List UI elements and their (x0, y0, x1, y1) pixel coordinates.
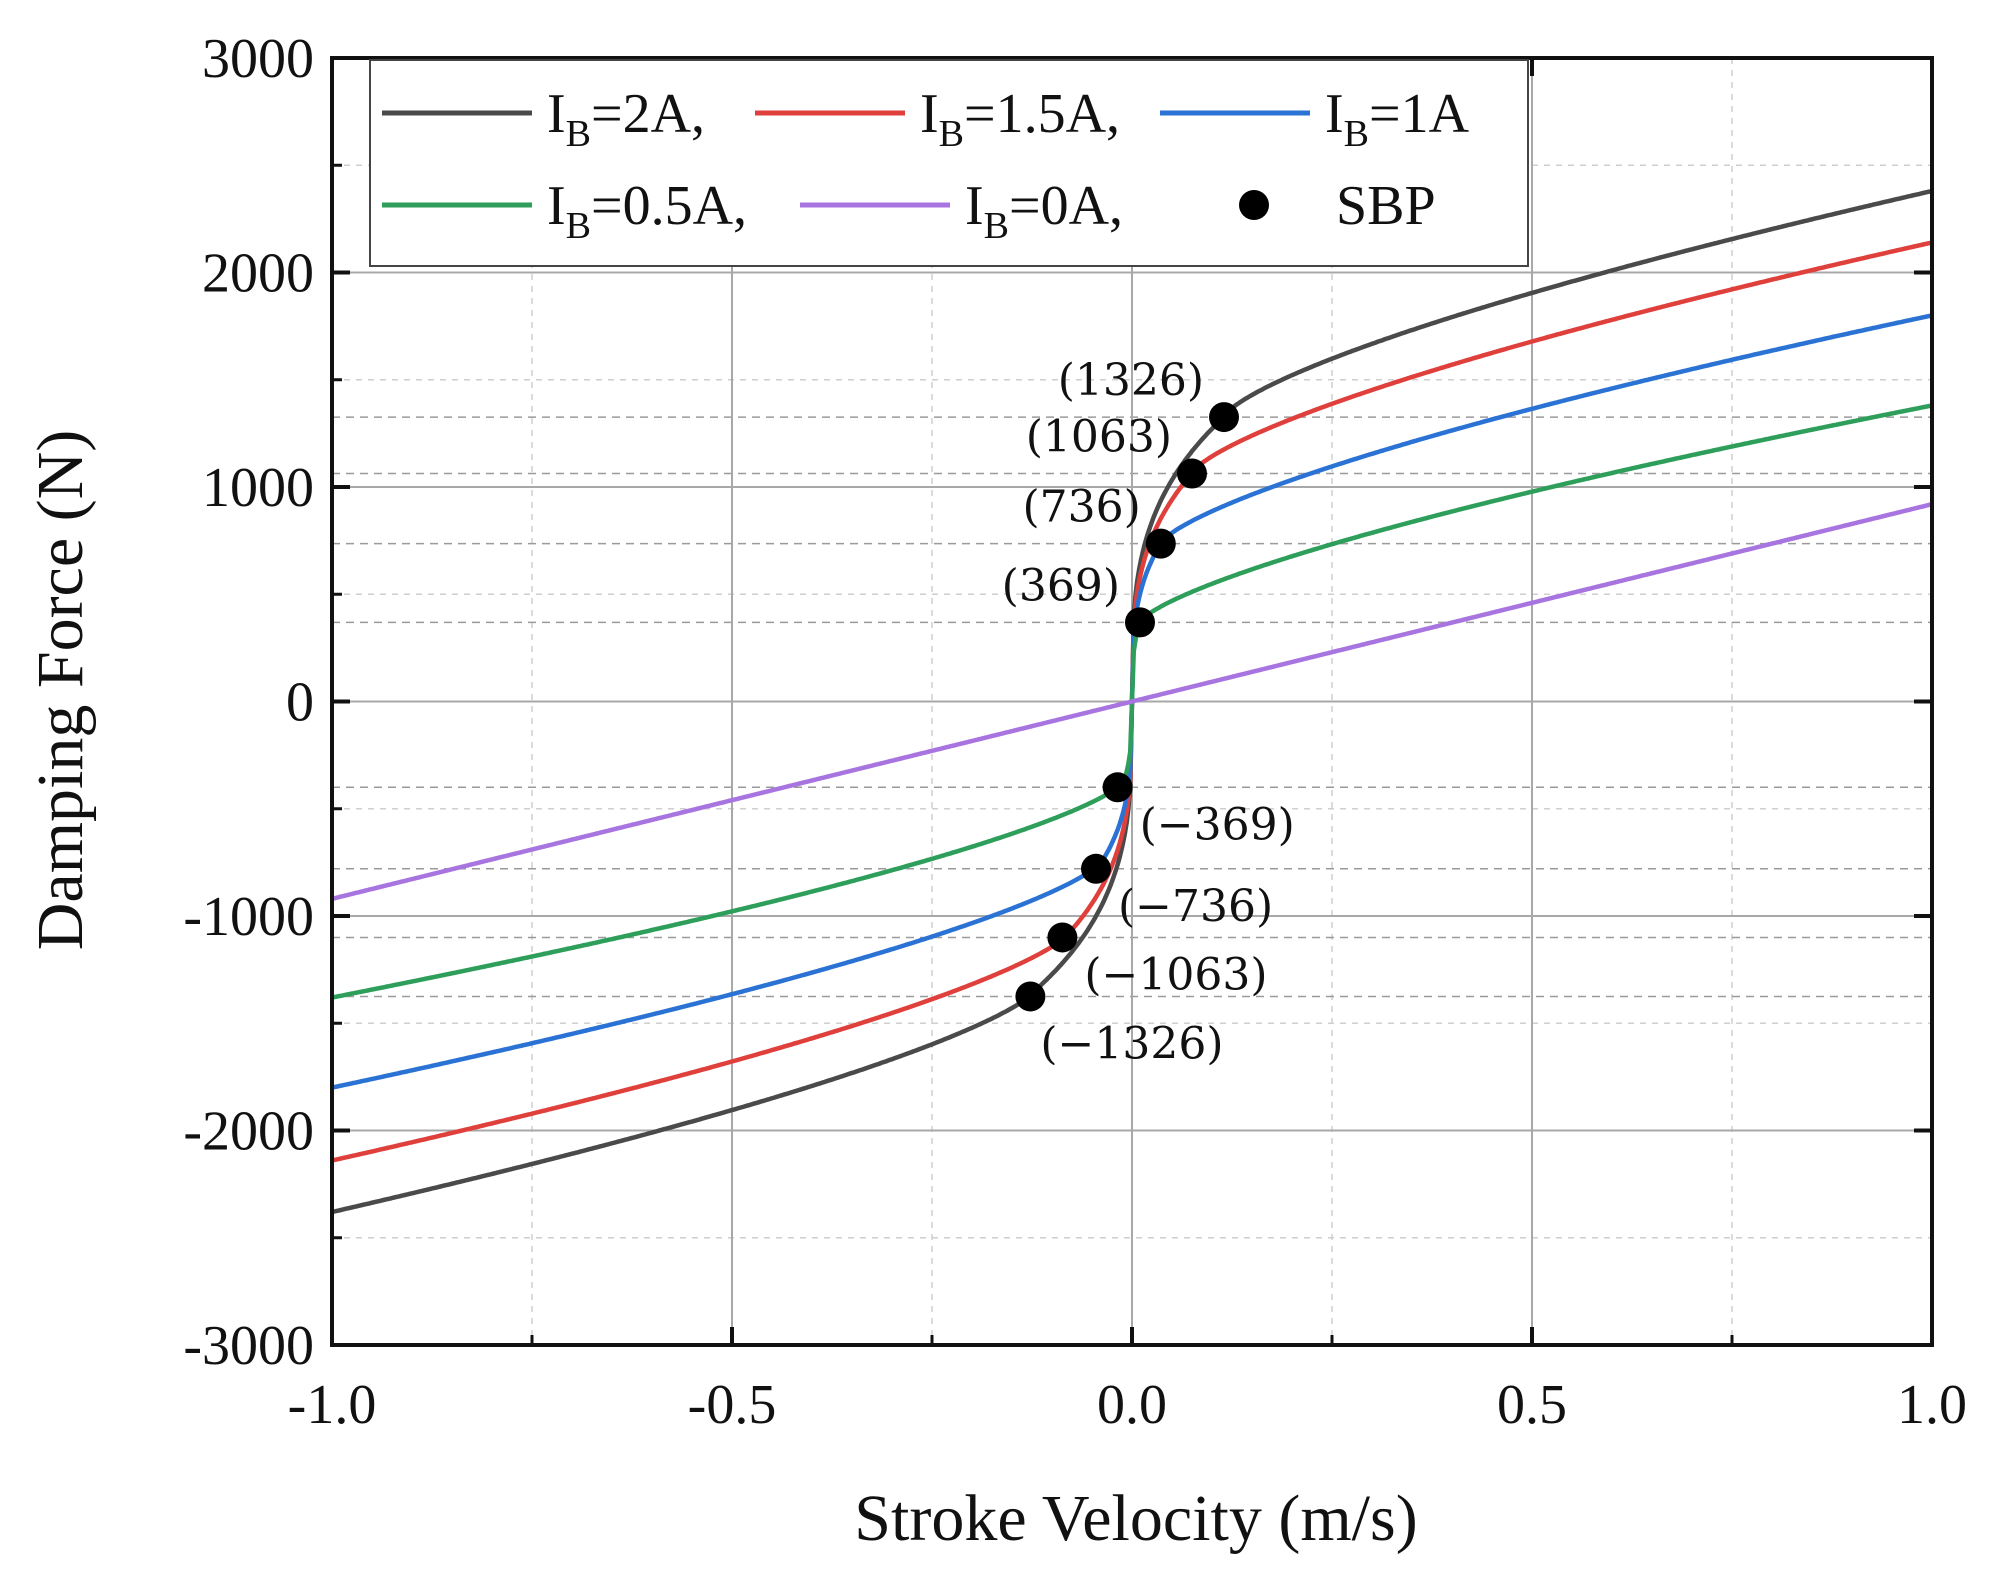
sbp-annotation-0: (1326) (1058, 355, 1204, 406)
sbp-annotation-6: (−1063) (1084, 949, 1267, 1000)
annotations-layer: (1326)(1063) (736) (369) (−369) (−736) (−1063… (1002, 355, 1295, 1069)
sbp-point-6 (1047, 922, 1078, 953)
sbp-point-2 (1145, 528, 1176, 559)
y-tick-label: -1000 (183, 886, 314, 948)
y-tick-label: -2000 (183, 1101, 314, 1163)
sbp-point-7 (1015, 981, 1046, 1012)
x-tick-label: 0.0 (1097, 1374, 1167, 1436)
x-tick-label: 1.0 (1897, 1374, 1967, 1436)
sbp-points-layer (1015, 402, 1239, 1012)
x-tick-label: 0.5 (1497, 1374, 1567, 1436)
sbp-point-5 (1081, 853, 1111, 884)
legend-label-0: IB=2A, (547, 83, 705, 155)
legend-box (369, 59, 1529, 267)
legend-label-3: IB=0.5A, (547, 175, 747, 247)
legend-label-4: IB=0A, (965, 175, 1123, 247)
sbp-point-1 (1177, 458, 1207, 489)
sbp-point-0 (1209, 402, 1239, 433)
sbp-annotation-3: (369) (1002, 560, 1120, 611)
legend-sbp-marker (1239, 190, 1269, 220)
legend-label-sbp: SBP (1336, 175, 1436, 237)
y-tick-label: -3000 (183, 1315, 314, 1377)
sbp-point-3 (1125, 607, 1155, 638)
legend-label-2: IB=1A (1325, 83, 1470, 155)
y-axis-title: Damping Force (N) (24, 430, 97, 951)
sbp-annotation-7: (−1326) (1040, 1018, 1223, 1069)
y-tick-label: 2000 (202, 243, 314, 305)
x-tick-label: -1.0 (288, 1374, 377, 1436)
series-layer (331, 188, 1933, 1215)
series-line-4 (331, 502, 1933, 901)
x-axis-title: Stroke Velocity (m/s) (854, 1482, 1417, 1555)
y-tick-label: 0 (286, 672, 314, 734)
sbp-annotation-2: (736) (1022, 482, 1140, 533)
x-tick-label: -0.5 (688, 1374, 777, 1436)
sbp-annotation-5: (−736) (1118, 881, 1273, 932)
legend-label-1: IB=1.5A, (920, 83, 1120, 155)
sbp-annotation-4: (−369) (1140, 799, 1295, 850)
sbp-point-4 (1102, 772, 1133, 803)
y-tick-label: 3000 (202, 28, 314, 90)
sbp-annotation-1: (1063) (1026, 411, 1172, 462)
legend: IB=2A, IB=1.5A, IB=1A IB=0.5A, IB=0A, SBP (369, 59, 1529, 267)
tick-layer: -1.0 -0.5 0.0 0.5 1.0 -3000 -2000 -1000 0 1000 200… (183, 28, 1967, 1436)
y-tick-label: 1000 (202, 457, 314, 519)
